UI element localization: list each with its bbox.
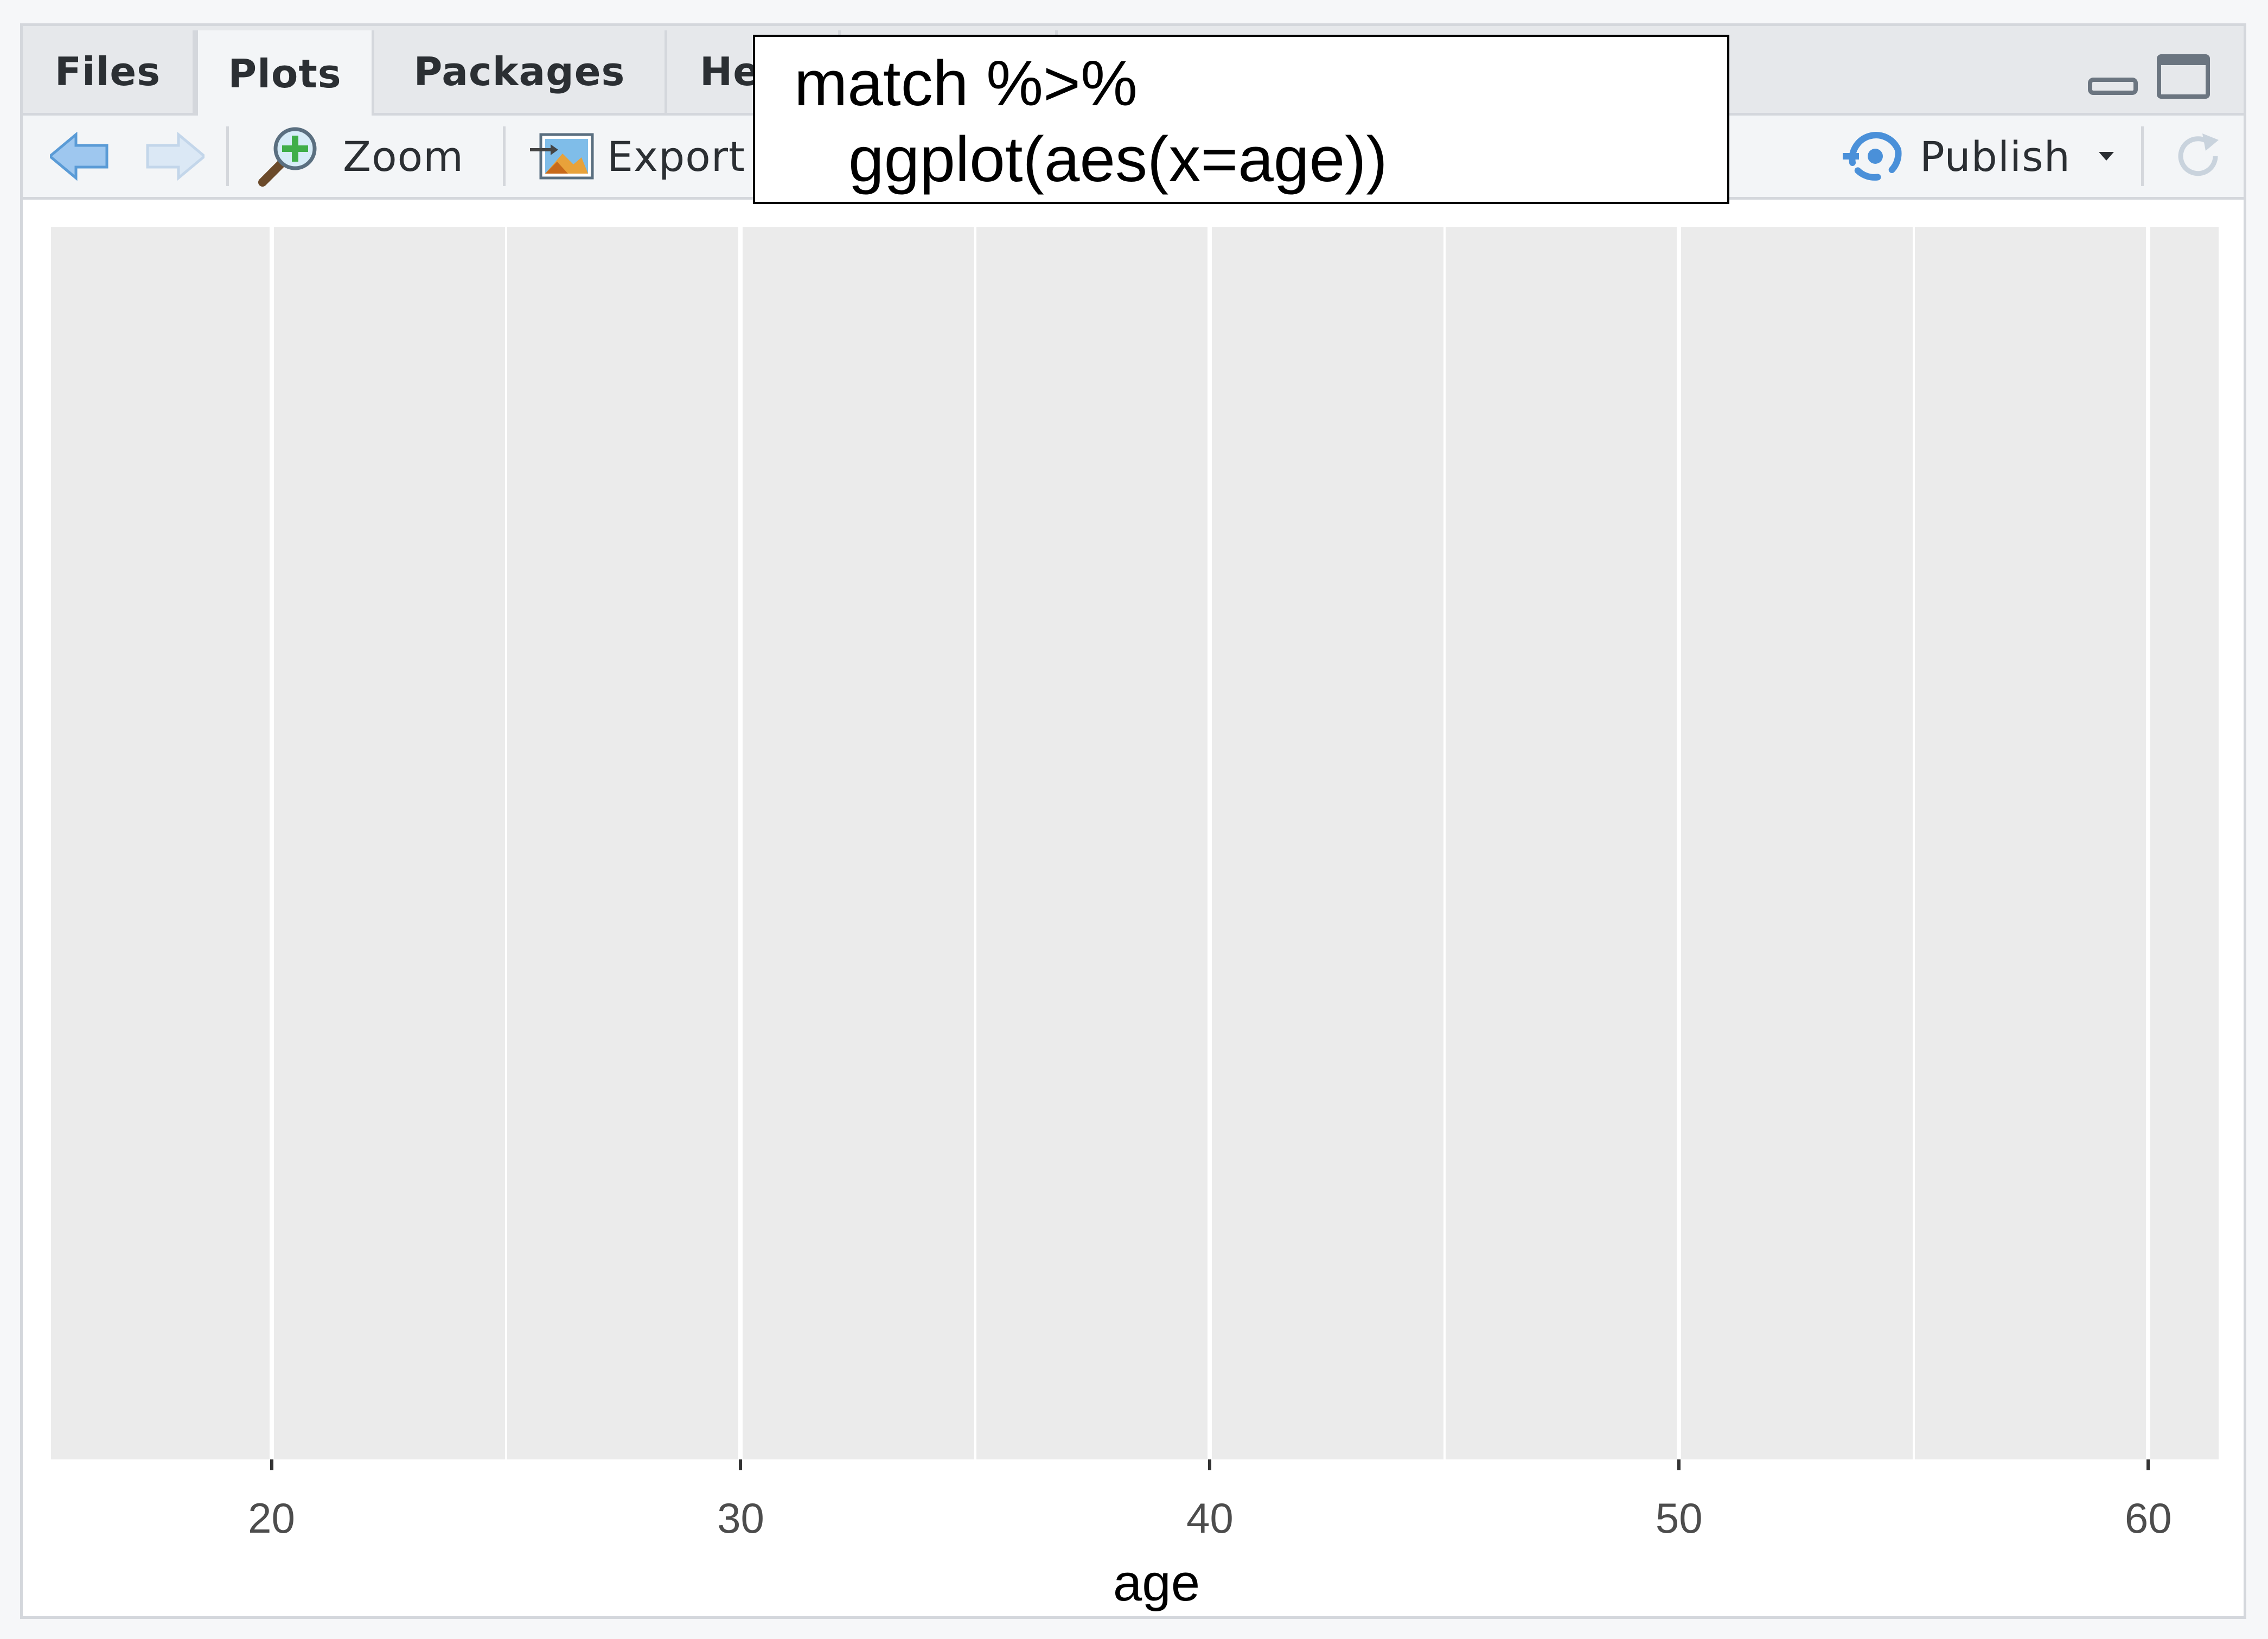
x-tick-label: 20 [248, 1494, 295, 1542]
major-gridline [2146, 227, 2151, 1459]
x-tick-mark [270, 1459, 273, 1470]
tab-files[interactable]: Files [23, 30, 195, 113]
x-tick-label: 30 [717, 1494, 764, 1542]
zoom-button[interactable]: Zoom [256, 116, 464, 197]
minor-gridline [504, 227, 507, 1459]
refresh-icon [2178, 133, 2219, 176]
export-button[interactable]: Export [530, 116, 778, 197]
callout-line-2: ggplot(aes(x=age)) [848, 124, 1388, 195]
back-button[interactable] [50, 116, 110, 197]
code-callout: match %>% ggplot(aes(x=age)) [753, 35, 1729, 204]
forward-arrow-icon [146, 132, 205, 181]
x-axis-label: age [1113, 1554, 1200, 1612]
publish-label: Publish [1920, 132, 2071, 181]
refresh-button[interactable] [2171, 116, 2225, 197]
x-tick-mark [1208, 1459, 1212, 1470]
chevron-down-icon [2098, 152, 2114, 161]
magnifier-plus-icon [258, 127, 317, 187]
callout-line-1: match %>% [794, 48, 1138, 119]
maximize-icon[interactable] [2157, 54, 2210, 99]
toolbar-separator [503, 126, 506, 186]
x-tick-label: 40 [1186, 1494, 1234, 1542]
major-gridline [1208, 227, 1212, 1459]
publish-icon [1843, 132, 1902, 181]
plot-panel [51, 227, 2219, 1459]
minor-gridline [974, 227, 976, 1459]
export-image-icon [530, 133, 594, 180]
back-arrow-icon [50, 132, 108, 181]
publish-button[interactable]: Publish [1843, 116, 2117, 197]
tab-plots[interactable]: Plots [195, 30, 374, 117]
toolbar-separator [226, 126, 229, 186]
zoom-label: Zoom [343, 132, 464, 181]
x-tick-label: 60 [2124, 1494, 2172, 1542]
x-tick-mark [1677, 1459, 1681, 1470]
major-gridline [269, 227, 274, 1459]
plots-pane: Files Plots Packages Help Zoom [20, 23, 2246, 1619]
forward-button[interactable] [145, 116, 205, 197]
x-tick-mark [2146, 1459, 2150, 1470]
minor-gridline [1912, 227, 1915, 1459]
x-tick-label: 50 [1655, 1494, 1703, 1542]
export-label: Export [607, 132, 745, 181]
tab-packages[interactable]: Packages [374, 30, 667, 113]
major-gridline [738, 227, 743, 1459]
minor-gridline [1443, 227, 1446, 1459]
toolbar-separator [2141, 126, 2144, 186]
x-tick-mark [739, 1459, 743, 1470]
minimize-icon[interactable] [2088, 78, 2138, 95]
major-gridline [1677, 227, 1682, 1459]
